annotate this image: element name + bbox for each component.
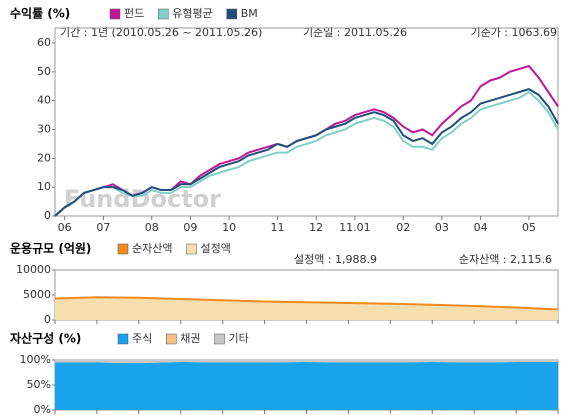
y-tick-label: 0 [44, 209, 51, 222]
y-tick-label: 10 [37, 180, 51, 193]
x-tick-label: 08 [145, 221, 159, 234]
watermark: FundDoctor [64, 185, 221, 213]
y-tick-label: 20 [37, 151, 51, 164]
area-series [55, 360, 558, 363]
y-tick-label: 50 [37, 65, 51, 78]
subtitle: 기간 : 1년 (2010.05.26 ~ 2011.05.26) [60, 26, 262, 39]
legend-label: 펀드 [124, 7, 144, 20]
legend-label: 설정액 [200, 242, 230, 255]
base-date: 기준일 : 2011.05.26 [303, 25, 407, 39]
y-tick-label: 30 [37, 123, 51, 136]
line-series [54, 296, 559, 311]
area-series [55, 297, 558, 320]
chart-title: 자산구성 (%) [10, 331, 81, 346]
area-series [55, 362, 558, 410]
legend-label: 순자산액 [132, 242, 172, 255]
legend-swatch [117, 243, 129, 255]
y-tick-label: 60 [37, 36, 51, 49]
x-tick-label: 02 [396, 221, 410, 234]
x-tick-label: 09 [183, 221, 197, 234]
legend-swatch [166, 333, 177, 345]
line-series [54, 88, 559, 217]
x-tick-label: 04 [474, 221, 488, 234]
y-tick-label: 50% [27, 378, 51, 391]
y-tick-label: 40 [37, 94, 51, 107]
legend-swatch [109, 8, 121, 20]
legend-label: 주식 [132, 332, 152, 345]
legend-label: 채권 [180, 332, 200, 345]
x-tick-label: 07 [96, 221, 110, 234]
x-tick-label: 10 [222, 221, 236, 234]
x-tick-label: 06 [58, 221, 72, 234]
y-tick-label: 0% [34, 403, 51, 416]
legend-swatch [186, 243, 197, 255]
legend-label: 기타 [229, 332, 249, 345]
annotation: 설정액 : 1,988.9 [294, 253, 377, 266]
chart-title: 수익률 (%) [10, 7, 70, 21]
x-tick-label: 11.01 [339, 221, 371, 234]
legend-label: 유형평균 [172, 7, 212, 20]
y-tick-label: 0 [44, 313, 51, 326]
legend-swatch [214, 333, 225, 345]
legend-swatch [158, 8, 169, 20]
line-series [54, 90, 559, 217]
legend-label: BM [241, 7, 258, 20]
x-tick-label: 05 [522, 221, 536, 234]
y-tick-label: 10000 [16, 263, 51, 276]
legend-swatch [226, 8, 237, 20]
x-tick-label: 03 [435, 221, 449, 234]
x-tick-label: 11 [270, 221, 284, 234]
legend-swatch [117, 333, 129, 345]
y-tick-label: 5000 [23, 288, 51, 301]
chart-title: 운용규모 (억원) [10, 241, 91, 256]
y-tick-label: 100% [20, 353, 51, 366]
annotation: 순자산액 : 2,115.6 [459, 253, 552, 266]
base-price: 기준가 : 1063.69 [470, 26, 557, 39]
x-tick-label: 12 [309, 221, 323, 234]
